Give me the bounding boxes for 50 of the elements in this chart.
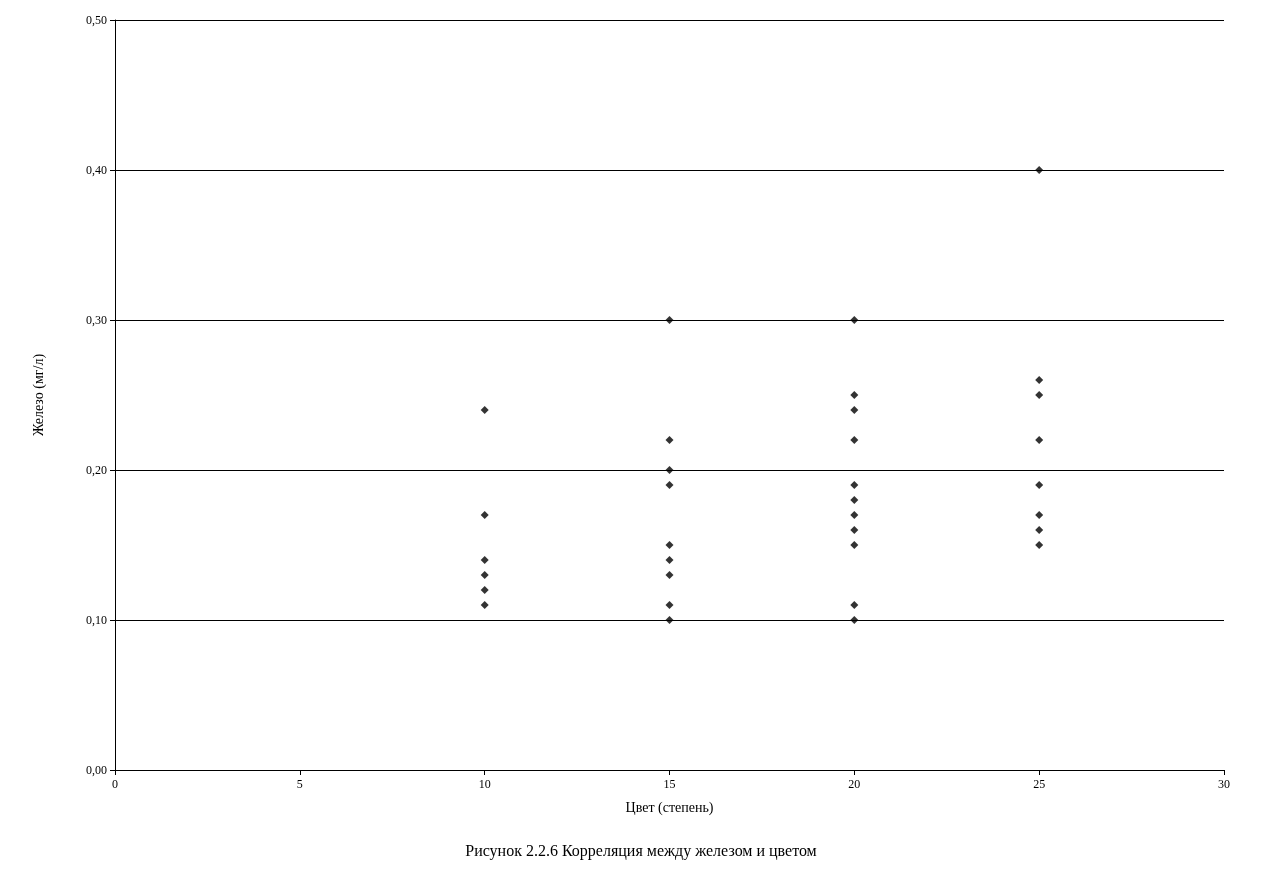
point [480,556,489,564]
point [665,541,674,549]
point [665,436,674,444]
x-tick-label: 10 [478,777,491,791]
point [850,511,859,519]
point [665,571,674,579]
point [850,481,859,489]
point [665,601,674,609]
x-tick-label: 5 [296,777,303,791]
y-tick-label: 0,10 [86,613,107,627]
y-tick-label: 0,50 [86,13,107,27]
x-tick-label: 20 [848,777,861,791]
point [1035,526,1044,534]
x-axis-title: Цвет (степень) [625,799,714,816]
y-tick-label: 0,20 [86,463,107,477]
point [665,481,674,489]
point [665,316,674,324]
point [480,511,489,519]
point [850,406,859,414]
x-tick-label: 25 [1033,777,1046,791]
point [1035,511,1044,519]
point [480,601,489,609]
point [1035,166,1044,174]
point [850,601,859,609]
point [1035,541,1044,549]
text: Рисунок 2.2.6 Корреляция между железом и цветом [465,841,817,860]
point [480,586,489,594]
point [1035,481,1044,489]
y-tick-label: 0,30 [86,313,107,327]
point [850,391,859,399]
point [1035,436,1044,444]
point [480,406,489,414]
y-tick-label: 0,00 [86,763,107,777]
point [850,616,859,624]
x-tick-label: 0 [112,777,118,791]
point [850,316,859,324]
point [665,466,674,474]
y-axis-title: Железо (мг/л) [30,353,47,437]
point [1035,391,1044,399]
point [850,436,859,444]
point [665,616,674,624]
point [1035,376,1044,384]
point [480,571,489,579]
point [850,496,859,504]
point [850,526,859,534]
point [665,556,674,564]
y-tick-label: 0,40 [86,163,107,177]
x-tick-label: 15 [663,777,676,791]
x-tick-label: 30 [1218,777,1230,791]
point [850,541,859,549]
